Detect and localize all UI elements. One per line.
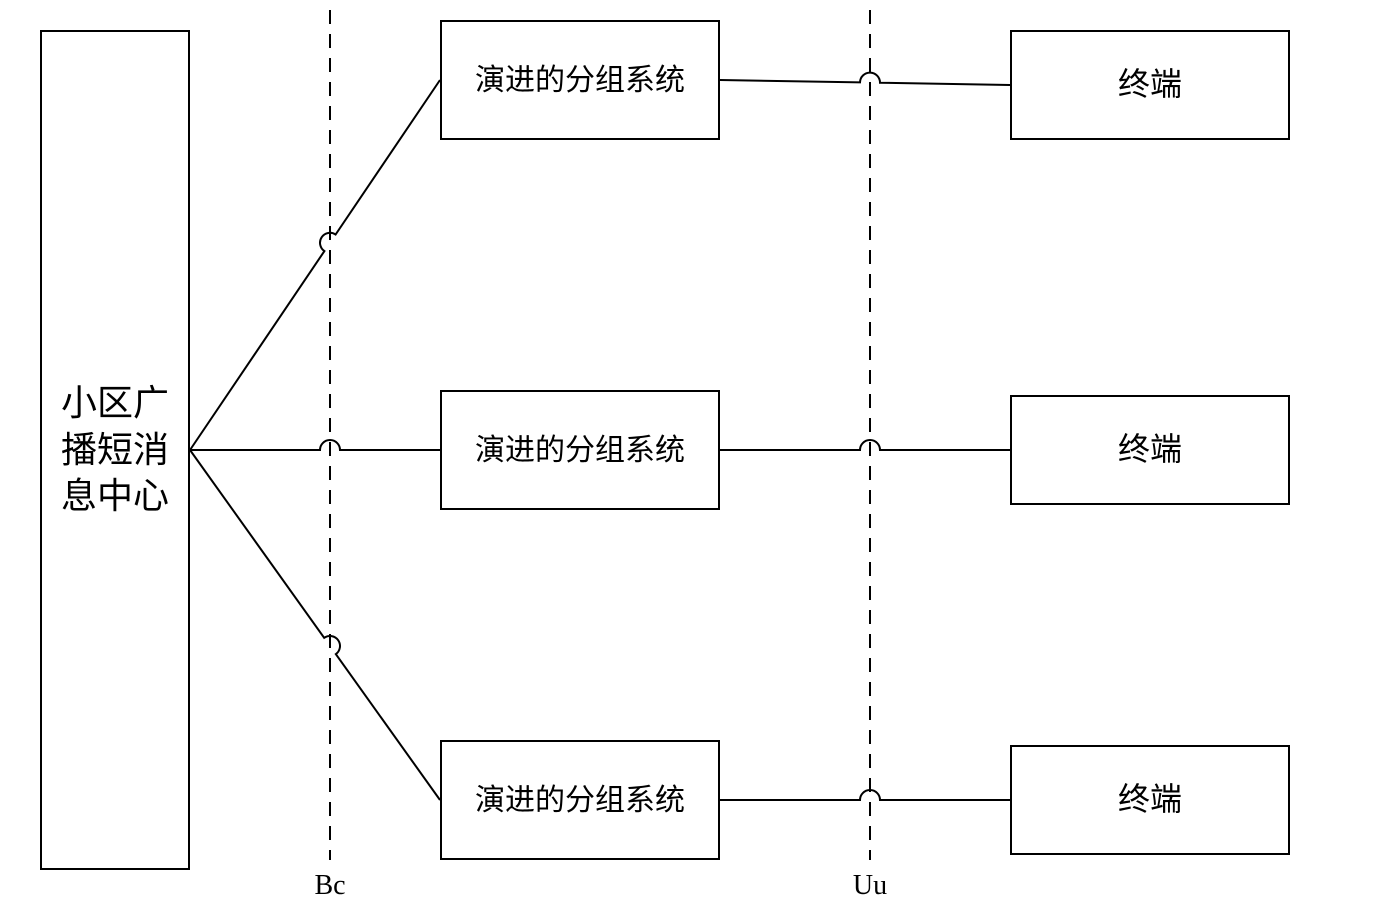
cbc-label: 小区广播短消息中心 <box>42 374 188 526</box>
cbc-node: 小区广播短消息中心 <box>40 30 190 870</box>
terminal-label-1: 终端 <box>1112 58 1188 112</box>
eps-node-1: 演进的分组系统 <box>440 20 720 140</box>
eps-node-3: 演进的分组系统 <box>440 740 720 860</box>
edge-eps1-ue1 <box>720 73 1010 85</box>
terminal-node-1: 终端 <box>1010 30 1290 140</box>
eps-label-2: 演进的分组系统 <box>469 425 691 476</box>
eps-label-3: 演进的分组系统 <box>469 775 691 826</box>
bc-interface-label: Bc <box>300 870 360 902</box>
terminal-node-2: 终端 <box>1010 395 1290 505</box>
terminal-node-3: 终端 <box>1010 745 1290 855</box>
eps-node-2: 演进的分组系统 <box>440 390 720 510</box>
eps-label-1: 演进的分组系统 <box>469 55 691 106</box>
edge-cbc-eps2 <box>190 440 440 450</box>
edge-eps2-ue2 <box>720 440 1010 450</box>
edge-eps3-ue3 <box>720 790 1010 800</box>
edge-cbc-eps1 <box>190 80 440 450</box>
terminal-label-2: 终端 <box>1112 423 1188 477</box>
terminal-label-3: 终端 <box>1112 773 1188 827</box>
uu-interface-label: Uu <box>840 870 900 902</box>
edge-cbc-eps3 <box>190 450 440 800</box>
